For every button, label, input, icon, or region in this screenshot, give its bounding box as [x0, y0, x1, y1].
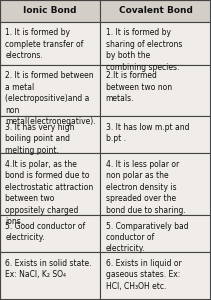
- Text: 2. It is formed between
a metal
(electropositive)and a
non
metal(electronegative: 2. It is formed between a metal (electro…: [5, 71, 96, 126]
- Text: Ionic Bond: Ionic Bond: [23, 6, 77, 15]
- Bar: [100, 65, 211, 116]
- Bar: [0, 65, 100, 116]
- Text: 1. It is formed by
sharing of electrons
by both the
combining species.: 1. It is formed by sharing of electrons …: [106, 28, 182, 72]
- Bar: [100, 116, 211, 153]
- Text: 5. Comparatively bad
conductor of
electricity.: 5. Comparatively bad conductor of electr…: [106, 221, 188, 254]
- Bar: [100, 215, 211, 252]
- Bar: [0, 252, 100, 300]
- Bar: [0, 0, 100, 22]
- Text: 3. It has low m.pt and
b.pt .: 3. It has low m.pt and b.pt .: [106, 123, 189, 143]
- Bar: [0, 116, 100, 153]
- Bar: [100, 22, 211, 65]
- Text: 4. It is less polar or
non polar as the
electron density is
spreaded over the
bo: 4. It is less polar or non polar as the …: [106, 160, 185, 215]
- Bar: [100, 0, 211, 22]
- Text: 6. Exists in liquid or
gaseous states. Ex:
HCl, CH₃OH etc.: 6. Exists in liquid or gaseous states. E…: [106, 259, 181, 291]
- Text: 6. Exists in solid state.
Ex: NaCl, K₂ SO₄: 6. Exists in solid state. Ex: NaCl, K₂ S…: [5, 259, 92, 279]
- Bar: [0, 153, 100, 215]
- Bar: [100, 252, 211, 300]
- Bar: [0, 215, 100, 252]
- Text: 3. It has very high
boiling point and
melting point.: 3. It has very high boiling point and me…: [5, 123, 75, 154]
- Text: 2.It is formed
between two non
metals.: 2.It is formed between two non metals.: [106, 71, 172, 103]
- Text: 1. It is formed by
complete transfer of
electrons.: 1. It is formed by complete transfer of …: [5, 28, 84, 60]
- Text: 5. Good conductor of
electricity.: 5. Good conductor of electricity.: [5, 221, 85, 242]
- Text: Covalent Bond: Covalent Bond: [119, 6, 193, 15]
- Text: 4.It is polar, as the
bond is formed due to
electrostatic attraction
between two: 4.It is polar, as the bond is formed due…: [5, 160, 93, 226]
- Bar: [100, 153, 211, 215]
- Bar: [0, 22, 100, 65]
